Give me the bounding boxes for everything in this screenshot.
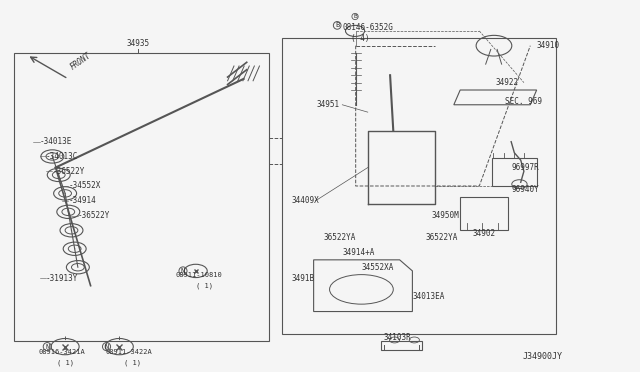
Text: 34552XA: 34552XA bbox=[362, 263, 394, 272]
Text: ( 1): ( 1) bbox=[196, 282, 212, 289]
Text: 96997R: 96997R bbox=[511, 163, 539, 172]
Text: SEC. 969: SEC. 969 bbox=[505, 97, 542, 106]
Text: -31913Y: -31913Y bbox=[46, 274, 78, 283]
Text: 34950M: 34950M bbox=[431, 211, 460, 220]
Text: 08911-10810: 08911-10810 bbox=[175, 272, 222, 278]
Text: 08911-3422A: 08911-3422A bbox=[106, 349, 152, 355]
Bar bbox=[460, 197, 508, 230]
Text: B: B bbox=[353, 14, 357, 19]
Text: -34552X: -34552X bbox=[68, 182, 100, 190]
Text: N: N bbox=[45, 344, 49, 350]
Text: -34013C: -34013C bbox=[46, 152, 78, 161]
Text: 08916-3421A: 08916-3421A bbox=[38, 349, 85, 355]
Text: 34914+A: 34914+A bbox=[342, 248, 374, 257]
Text: 3491B: 3491B bbox=[291, 274, 314, 283]
Bar bbox=[14, 53, 269, 341]
Text: 34922: 34922 bbox=[495, 78, 518, 87]
Text: ( 4): ( 4) bbox=[351, 34, 369, 43]
Text: ( 1): ( 1) bbox=[124, 360, 141, 366]
Text: 34409X: 34409X bbox=[291, 196, 319, 205]
Text: 08146-6352G: 08146-6352G bbox=[342, 23, 393, 32]
Text: 34951: 34951 bbox=[317, 100, 340, 109]
Bar bbox=[492, 158, 537, 186]
Text: FRONT: FRONT bbox=[68, 51, 92, 71]
Text: 36522YA: 36522YA bbox=[323, 233, 356, 242]
Text: N: N bbox=[104, 344, 109, 350]
Text: 34013EA: 34013EA bbox=[412, 292, 445, 301]
Text: J34900JY: J34900JY bbox=[522, 352, 562, 361]
Text: -36522Y: -36522Y bbox=[52, 167, 84, 176]
Text: 96940Y: 96940Y bbox=[511, 185, 539, 194]
Text: 34103R: 34103R bbox=[384, 333, 412, 342]
Bar bbox=[282, 38, 556, 334]
Bar bbox=[381, 341, 422, 350]
Text: 34910: 34910 bbox=[537, 41, 560, 50]
Text: 34935: 34935 bbox=[127, 39, 150, 48]
Text: -34013E: -34013E bbox=[40, 137, 72, 146]
Text: 34902: 34902 bbox=[473, 230, 496, 238]
Text: ( 1): ( 1) bbox=[56, 360, 74, 366]
Text: N: N bbox=[181, 268, 185, 274]
Text: 36522YA: 36522YA bbox=[425, 233, 458, 242]
Text: B: B bbox=[335, 22, 339, 28]
Text: -34914: -34914 bbox=[68, 196, 96, 205]
Text: -36522Y: -36522Y bbox=[78, 211, 110, 220]
